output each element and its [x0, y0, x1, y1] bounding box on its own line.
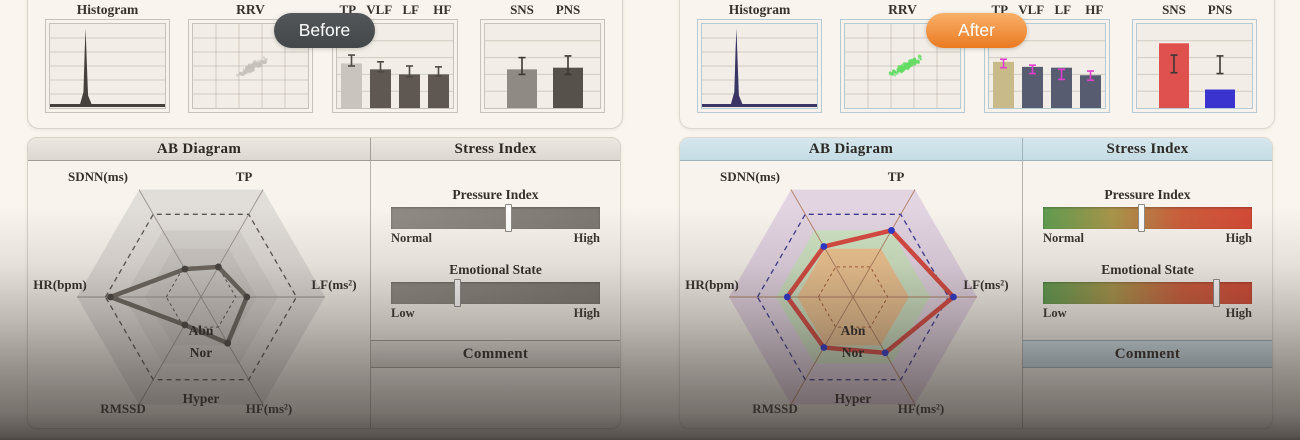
pressure-index-marker: [1137, 204, 1145, 232]
pressure-min-label: Normal: [1043, 231, 1084, 245]
axis-label-hf: HF(ms²): [897, 401, 945, 416]
state-badge[interactable]: Before: [274, 13, 375, 48]
emotional-state-marker: [454, 279, 462, 307]
emotional-state-slider: [391, 279, 600, 307]
emotional-state-label: Emotional State: [1101, 262, 1194, 277]
emotional-state-marker: [1212, 279, 1220, 307]
ans-chart: [480, 19, 605, 113]
pressure-index-slider: [1043, 204, 1252, 232]
pressure-index-slider: [391, 204, 600, 232]
spectrum-title-lf: LF: [1054, 2, 1072, 17]
ans-bar-plot: [1137, 40, 1252, 108]
pressure-max-label: High: [1225, 231, 1252, 245]
pressure-max-label: High: [573, 231, 600, 245]
emotional-state-label: Emotional State: [449, 262, 542, 277]
comment-title: Comment: [1023, 340, 1272, 368]
report-panel: AB Diagram Stress Index SDNN(ms) TP HR(b…: [27, 137, 621, 429]
zone-label-hyper: Hyper: [182, 391, 220, 406]
pressure-min-label: Normal: [391, 231, 432, 245]
pressure-index-label: Pressure Index: [1104, 187, 1191, 202]
comment-title: Comment: [371, 340, 620, 368]
spectrum-title-hf: HF: [433, 2, 452, 17]
spectrum-title-vlf: VLF: [1018, 2, 1045, 17]
ans-chart: [1132, 19, 1257, 113]
ab-diagram-section: SDNN(ms) TP HR(bpm) LF(ms²) RMSSD HF(ms²…: [680, 161, 1023, 428]
pns-title: PNS: [1207, 2, 1233, 17]
emotional-state-track: [391, 282, 600, 304]
axis-label-sdnn: SDNN(ms): [720, 169, 780, 184]
panel-group-after: Histogram RRV TP VLF LF HF SNS PNS After…: [677, 0, 1275, 440]
histogram-plot: [702, 28, 817, 107]
emotional-min-label: Low: [391, 306, 415, 320]
histogram-title: Histogram: [76, 2, 139, 17]
zone-label-hyper: Hyper: [834, 391, 872, 406]
histogram-plot: [50, 28, 165, 107]
ab-diagram-title: AB Diagram: [28, 138, 371, 160]
axis-label-sdnn: SDNN(ms): [68, 169, 128, 184]
spectrum-title-vlf: VLF: [366, 2, 393, 17]
axis-label-hr: HR(bpm): [685, 277, 739, 292]
stress-index-title: Stress Index: [1023, 138, 1272, 160]
stress-index-title: Stress Index: [371, 138, 620, 160]
emotional-state-track: [1043, 282, 1252, 304]
pressure-index-label: Pressure Index: [452, 187, 539, 202]
ab-diagram-section: SDNN(ms) TP HR(bpm) LF(ms²) RMSSD HF(ms²…: [28, 161, 371, 428]
ans-bar-plot: [485, 40, 600, 108]
zone-label-nor: Nor: [841, 345, 865, 360]
stress-index-section: Pressure Index Normal High Emotional Sta…: [371, 161, 620, 428]
spectrum-title-lf: LF: [402, 2, 420, 17]
axis-label-rmssd: RMSSD: [752, 401, 798, 416]
comment-content: [1023, 367, 1272, 428]
report-header-row: AB Diagram Stress Index: [28, 138, 620, 161]
axis-label-lf: LF(ms²): [963, 277, 1009, 292]
zone-label-abn: Abn: [188, 323, 214, 338]
pressure-index-track: [1043, 207, 1252, 229]
histogram-title: Histogram: [728, 2, 791, 17]
state-badge[interactable]: After: [926, 13, 1027, 48]
zone-label-abn: Abn: [840, 323, 866, 338]
panel-group-before: Histogram RRV TP VLF LF HF SNS PNS Befor…: [25, 0, 623, 440]
radar-chart: [77, 189, 325, 405]
report-panel: AB Diagram Stress Index SDNN(ms) TP HR(b…: [679, 137, 1273, 429]
radar-chart: [729, 189, 977, 405]
axis-label-lf: LF(ms²): [311, 277, 357, 292]
emotional-state-slider: [1043, 279, 1252, 307]
histogram-chart: [697, 19, 822, 113]
emotional-min-label: Low: [1043, 306, 1067, 320]
axis-label-tp: TP: [235, 169, 253, 184]
histogram-chart: [45, 19, 170, 113]
emotional-max-label: High: [573, 306, 600, 320]
comment-content: [371, 367, 620, 428]
axis-label-hr: HR(bpm): [33, 277, 87, 292]
stress-index-section: Pressure Index Normal High Emotional Sta…: [1023, 161, 1272, 428]
spectrum-title-hf: HF: [1085, 2, 1104, 17]
axis-label-tp: TP: [887, 169, 905, 184]
ab-diagram-title: AB Diagram: [680, 138, 1023, 160]
pressure-index-marker: [504, 204, 512, 232]
emotional-max-label: High: [1225, 306, 1252, 320]
pns-title: PNS: [555, 2, 581, 17]
report-header-row: AB Diagram Stress Index: [680, 138, 1272, 161]
pressure-index-track: [391, 207, 600, 229]
axis-label-rmssd: RMSSD: [100, 401, 146, 416]
axis-label-hf: HF(ms²): [245, 401, 293, 416]
zone-label-nor: Nor: [189, 345, 213, 360]
